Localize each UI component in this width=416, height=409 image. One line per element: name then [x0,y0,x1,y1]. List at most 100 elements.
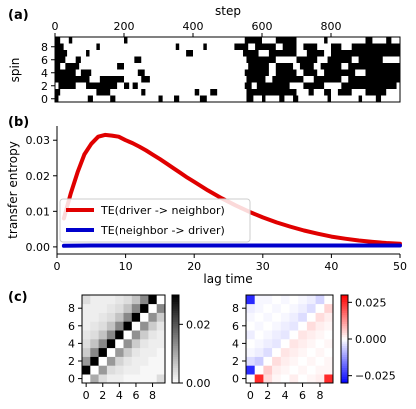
spin-up-segment [137,69,145,76]
spin-up-segment [365,69,400,76]
heatmap-cell [98,295,108,305]
spin-up-segment [55,63,61,70]
transfer-entropy-panel: 0 10 20 30 40 50 0.00 0.01 0.02 0.03 lag time tra… [6,126,407,286]
heatmap-cell [82,365,91,375]
heatmap-cell [156,321,166,331]
spin-up-segment [365,89,387,96]
heatmap-cell [306,347,316,357]
te-tick-label: 0.02 [26,170,51,183]
heatmap-cell [123,321,133,331]
spin-up-segment [275,37,297,44]
spin-up-segment [296,56,318,63]
spin-up-segment [134,56,142,63]
heatmap-y-tick-label: 4 [68,337,75,350]
colorbar-segment [341,301,348,305]
heatmap-cell [123,339,133,349]
heatmap-cell [298,295,308,305]
colorbar-segment [172,323,179,327]
heatmap-cell [140,339,149,349]
spin-up-segment [203,43,207,50]
heatmap-cell [246,321,255,331]
heatmap-cell [115,330,124,340]
spin-up-segment [348,76,400,83]
heatmap-cell [246,374,255,384]
heatmap-cell [106,330,116,340]
spin-up-segment [175,43,180,50]
spin-up-segment [86,82,118,89]
heatmap-cell [90,321,99,331]
heatmap-x-tick-label: 8 [316,389,323,402]
heatmap-cell [324,339,334,349]
heatmap-cell [156,330,166,340]
spin-up-segment [96,89,111,96]
heatmap-cell [131,365,141,375]
colorbar-segment [341,321,348,324]
spin-up-segment [55,89,61,96]
heatmap-cell [254,347,264,357]
spin-up-segment [275,63,294,70]
lag-tick-label: 20 [187,260,201,273]
heatmap-cell [82,356,91,366]
heatmap-cell [272,365,282,375]
heatmap-cell [140,365,149,375]
colorbar-tick-label: 0.02 [186,318,211,331]
heatmap-cell [98,365,108,375]
colorbar-segment [341,319,348,322]
spin-tick-label: 8 [41,41,48,54]
colorbar-tick-label: 0.000 [355,333,387,346]
heatmap-cell [280,330,290,340]
colorbar-segment [172,317,179,320]
heatmap-cell [115,295,124,305]
heatmap-cell [148,295,157,305]
heatmap-cell [131,321,141,331]
heatmap-cell [324,312,334,322]
colorbar-segment [341,336,348,340]
heatmap-cell [306,330,316,340]
spin-up-segment [65,63,80,70]
spin-up-segment [303,82,325,89]
spin-up-segment [86,50,90,57]
spin-up-segment [110,95,116,102]
heatmap-x-tick-label: 4 [116,389,123,402]
heatmap-cell [306,303,316,313]
heatmap-cell [123,330,133,340]
heatmap-cell [263,365,273,375]
lag-tick-label: 10 [119,260,133,273]
spin-up-segment [279,95,285,102]
heatmap-cell [140,347,149,357]
heatmap-cell [106,339,116,349]
heatmap-cell [306,312,316,322]
heatmap-cell [263,356,273,366]
heatmap-cell [254,321,264,331]
heatmap-cell [298,365,308,375]
spin-up-segment [141,76,150,83]
heatmap-cell [315,295,325,305]
lag-tick-label: 50 [393,260,407,273]
lag-tick-label: 0 [54,260,61,273]
heatmap-cell [263,339,273,349]
heatmap-cell [263,347,273,357]
colorbar-segment [341,339,348,342]
spin-up-segment [331,50,400,57]
heatmap-cell [140,303,149,313]
heatmap-cell [148,365,157,375]
spin-up-segment [55,56,66,63]
spin-up-segment [124,82,130,89]
colorbar-segment [172,336,179,340]
heatmap-cell [280,347,290,357]
heatmap-cell [148,347,157,357]
step-tick-label: 400 [183,20,204,33]
heatmap-cell [263,374,273,384]
heatmap-cell [254,295,264,305]
colorbar-segment [172,321,179,324]
heatmap-cell [324,374,334,384]
legend-label-neighbor-driver: TE(neighbor -> driver) [100,224,225,237]
colorbar-segment [341,358,348,362]
heatmap-cell [115,356,124,366]
spin-up-segment [141,89,146,96]
colorbar-segment [172,314,179,318]
colorbar-segment [341,295,348,298]
heatmap-cell [315,347,325,357]
colorbar-segment [341,312,348,316]
spin-up-segment [246,89,297,96]
